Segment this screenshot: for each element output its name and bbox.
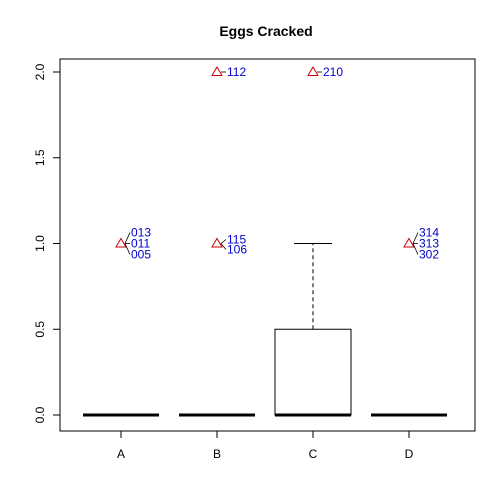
- outlier-label: 011: [131, 237, 150, 251]
- outlier-label: 115: [227, 233, 246, 247]
- outlier-label: 210: [323, 65, 343, 79]
- outlier-label: 314: [419, 226, 439, 240]
- y-tick-label: 1.5: [33, 149, 47, 166]
- y-tick-label: 0.0: [33, 406, 47, 423]
- x-tick-label: D: [405, 447, 414, 461]
- y-tick-label: 0.5: [33, 321, 47, 338]
- outlier-leader: [412, 232, 419, 244]
- box-c: [274, 243, 352, 417]
- outlier-marker: [211, 66, 223, 76]
- outlier-label: 112: [227, 65, 246, 79]
- x-tick-label: C: [309, 447, 318, 461]
- outlier-label: 106: [227, 243, 247, 257]
- x-axis: A B C D: [117, 431, 414, 461]
- y-axis: 0.0 0.5 1.0 1.5 2.0: [33, 63, 60, 423]
- outlier-marker: [307, 66, 319, 76]
- x-tick-label: A: [117, 447, 125, 461]
- outlier-label: 302: [419, 248, 439, 262]
- outlier-label: 313: [419, 237, 439, 251]
- outlier-marker: [115, 237, 127, 248]
- outlier-label: 005: [131, 248, 151, 262]
- box-group: [83, 243, 447, 417]
- outlier-marker: [211, 237, 223, 248]
- y-tick-label: 2.0: [33, 63, 47, 80]
- chart-title: Eggs Cracked: [219, 23, 312, 39]
- outlier-label: 013: [131, 226, 151, 240]
- outlier-leader: [220, 239, 227, 244]
- outlier-leader: [124, 232, 131, 244]
- outlier-leader: [124, 243, 131, 255]
- box-body: [274, 328, 352, 416]
- outlier-leader: [220, 243, 227, 250]
- outlier-marker: [403, 237, 415, 248]
- outlier-leader: [412, 243, 419, 255]
- plot-frame: [59, 58, 476, 432]
- x-tick-label: B: [213, 447, 221, 461]
- y-tick-label: 1.0: [33, 235, 47, 252]
